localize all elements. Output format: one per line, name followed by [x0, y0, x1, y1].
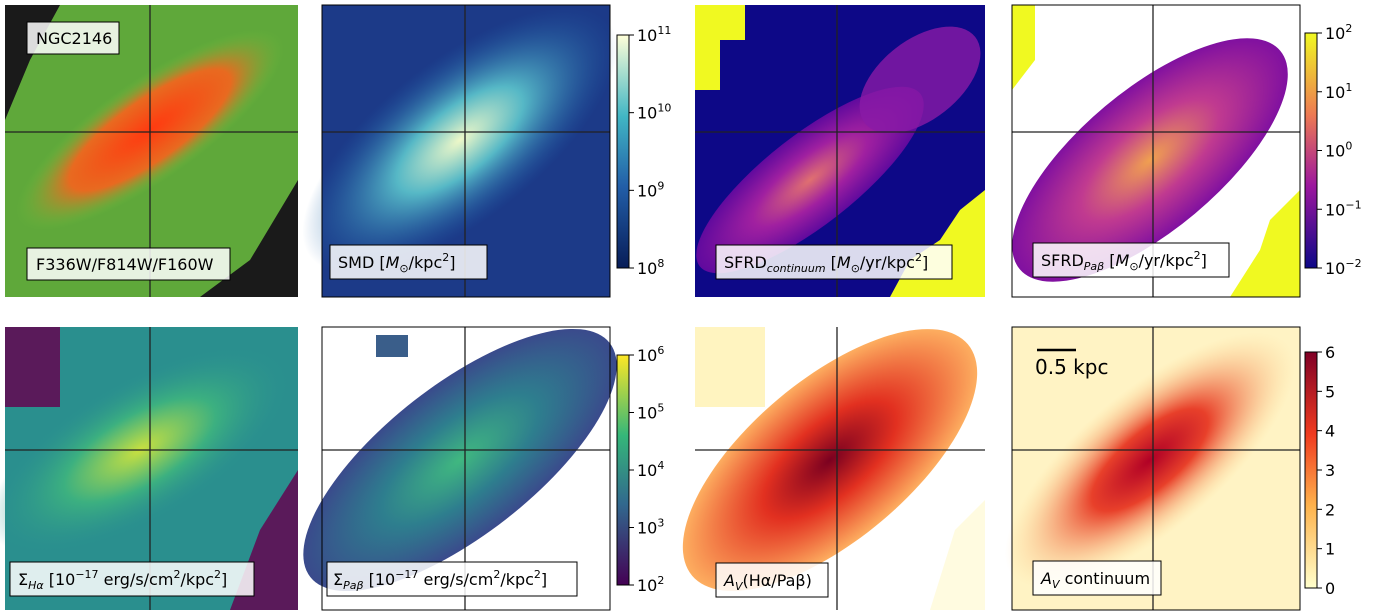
colorbar-tick-label: 3: [1325, 461, 1335, 480]
colorbar-tick-label: 1010: [637, 102, 671, 123]
colorbar-tick-label: 105: [637, 402, 664, 423]
panel: ΣPaβ [10−17 erg/s/cm2/kpc2]: [303, 326, 617, 611]
colorbar-tick-label: 2: [1325, 500, 1335, 519]
panel-label: AV(Hα/Paβ): [723, 571, 812, 593]
scale-bar-label: 0.5 kpc: [1035, 355, 1108, 379]
panel: AV(Hα/Paβ): [682, 327, 985, 610]
colorbar: [1304, 32, 1318, 269]
colorbar-tick-label: 101: [1325, 81, 1352, 102]
panel-label: SFRDcontinuum [M⊙/yr/kpc2]: [724, 251, 928, 275]
colorbar-tick-label: 103: [637, 517, 664, 538]
colorbar: [616, 354, 630, 586]
panel: NGC2146 F336W/F814W/F160W: [5, 5, 298, 297]
panel: SMD [M⊙/kpc2]: [302, 4, 618, 298]
colorbar-tick-label: 1: [1325, 540, 1335, 559]
colorbar: [616, 34, 630, 269]
colorbar-tick-label: 4: [1325, 422, 1335, 441]
colorbar-tick-label: 106: [637, 344, 664, 365]
colorbar-tick-label: 10−2: [1325, 257, 1362, 278]
panel: SFRDPaβ [M⊙/yr/kpc2]: [1011, 4, 1301, 298]
panel: 0.5 kpc AV continuum: [1004, 326, 1301, 611]
colorbar-tick-label: 109: [637, 179, 664, 200]
colorbar-tick-label: 102: [1325, 22, 1352, 43]
colorbar-tick-label: 5: [1325, 382, 1335, 401]
colorbar-tick-label: 0: [1325, 579, 1335, 598]
panel: SFRDcontinuum [M⊙/yr/kpc2]: [695, 5, 985, 297]
colorbar-tick-label: 100: [1325, 140, 1352, 161]
colorbar-tick-label: 10−1: [1325, 198, 1362, 219]
colorbar-tick-label: 108: [637, 257, 664, 278]
colorbar-tick-label: 102: [637, 574, 664, 595]
panel-label: ΣPaβ [10−17 erg/s/cm2/kpc2]: [333, 568, 547, 592]
colorbar-tick-label: 6: [1325, 343, 1335, 362]
panel-label: F336W/F814W/F160W: [36, 255, 214, 274]
colorbar-tick-label: 1011: [637, 24, 671, 45]
panel-label: SFRDPaβ [M⊙/yr/kpc2]: [1041, 249, 1207, 273]
panel-label: SMD [M⊙/kpc2]: [338, 251, 456, 275]
panel: ΣHα [10−17 erg/s/cm2/kpc2]: [0, 327, 298, 610]
colorbar-tick-label: 104: [637, 459, 664, 480]
panel-label: AV continuum: [1040, 569, 1150, 591]
panel-label: ΣHα [10−17 erg/s/cm2/kpc2]: [18, 568, 227, 592]
panel-label: NGC2146: [36, 29, 112, 48]
colorbar: [1304, 351, 1318, 589]
